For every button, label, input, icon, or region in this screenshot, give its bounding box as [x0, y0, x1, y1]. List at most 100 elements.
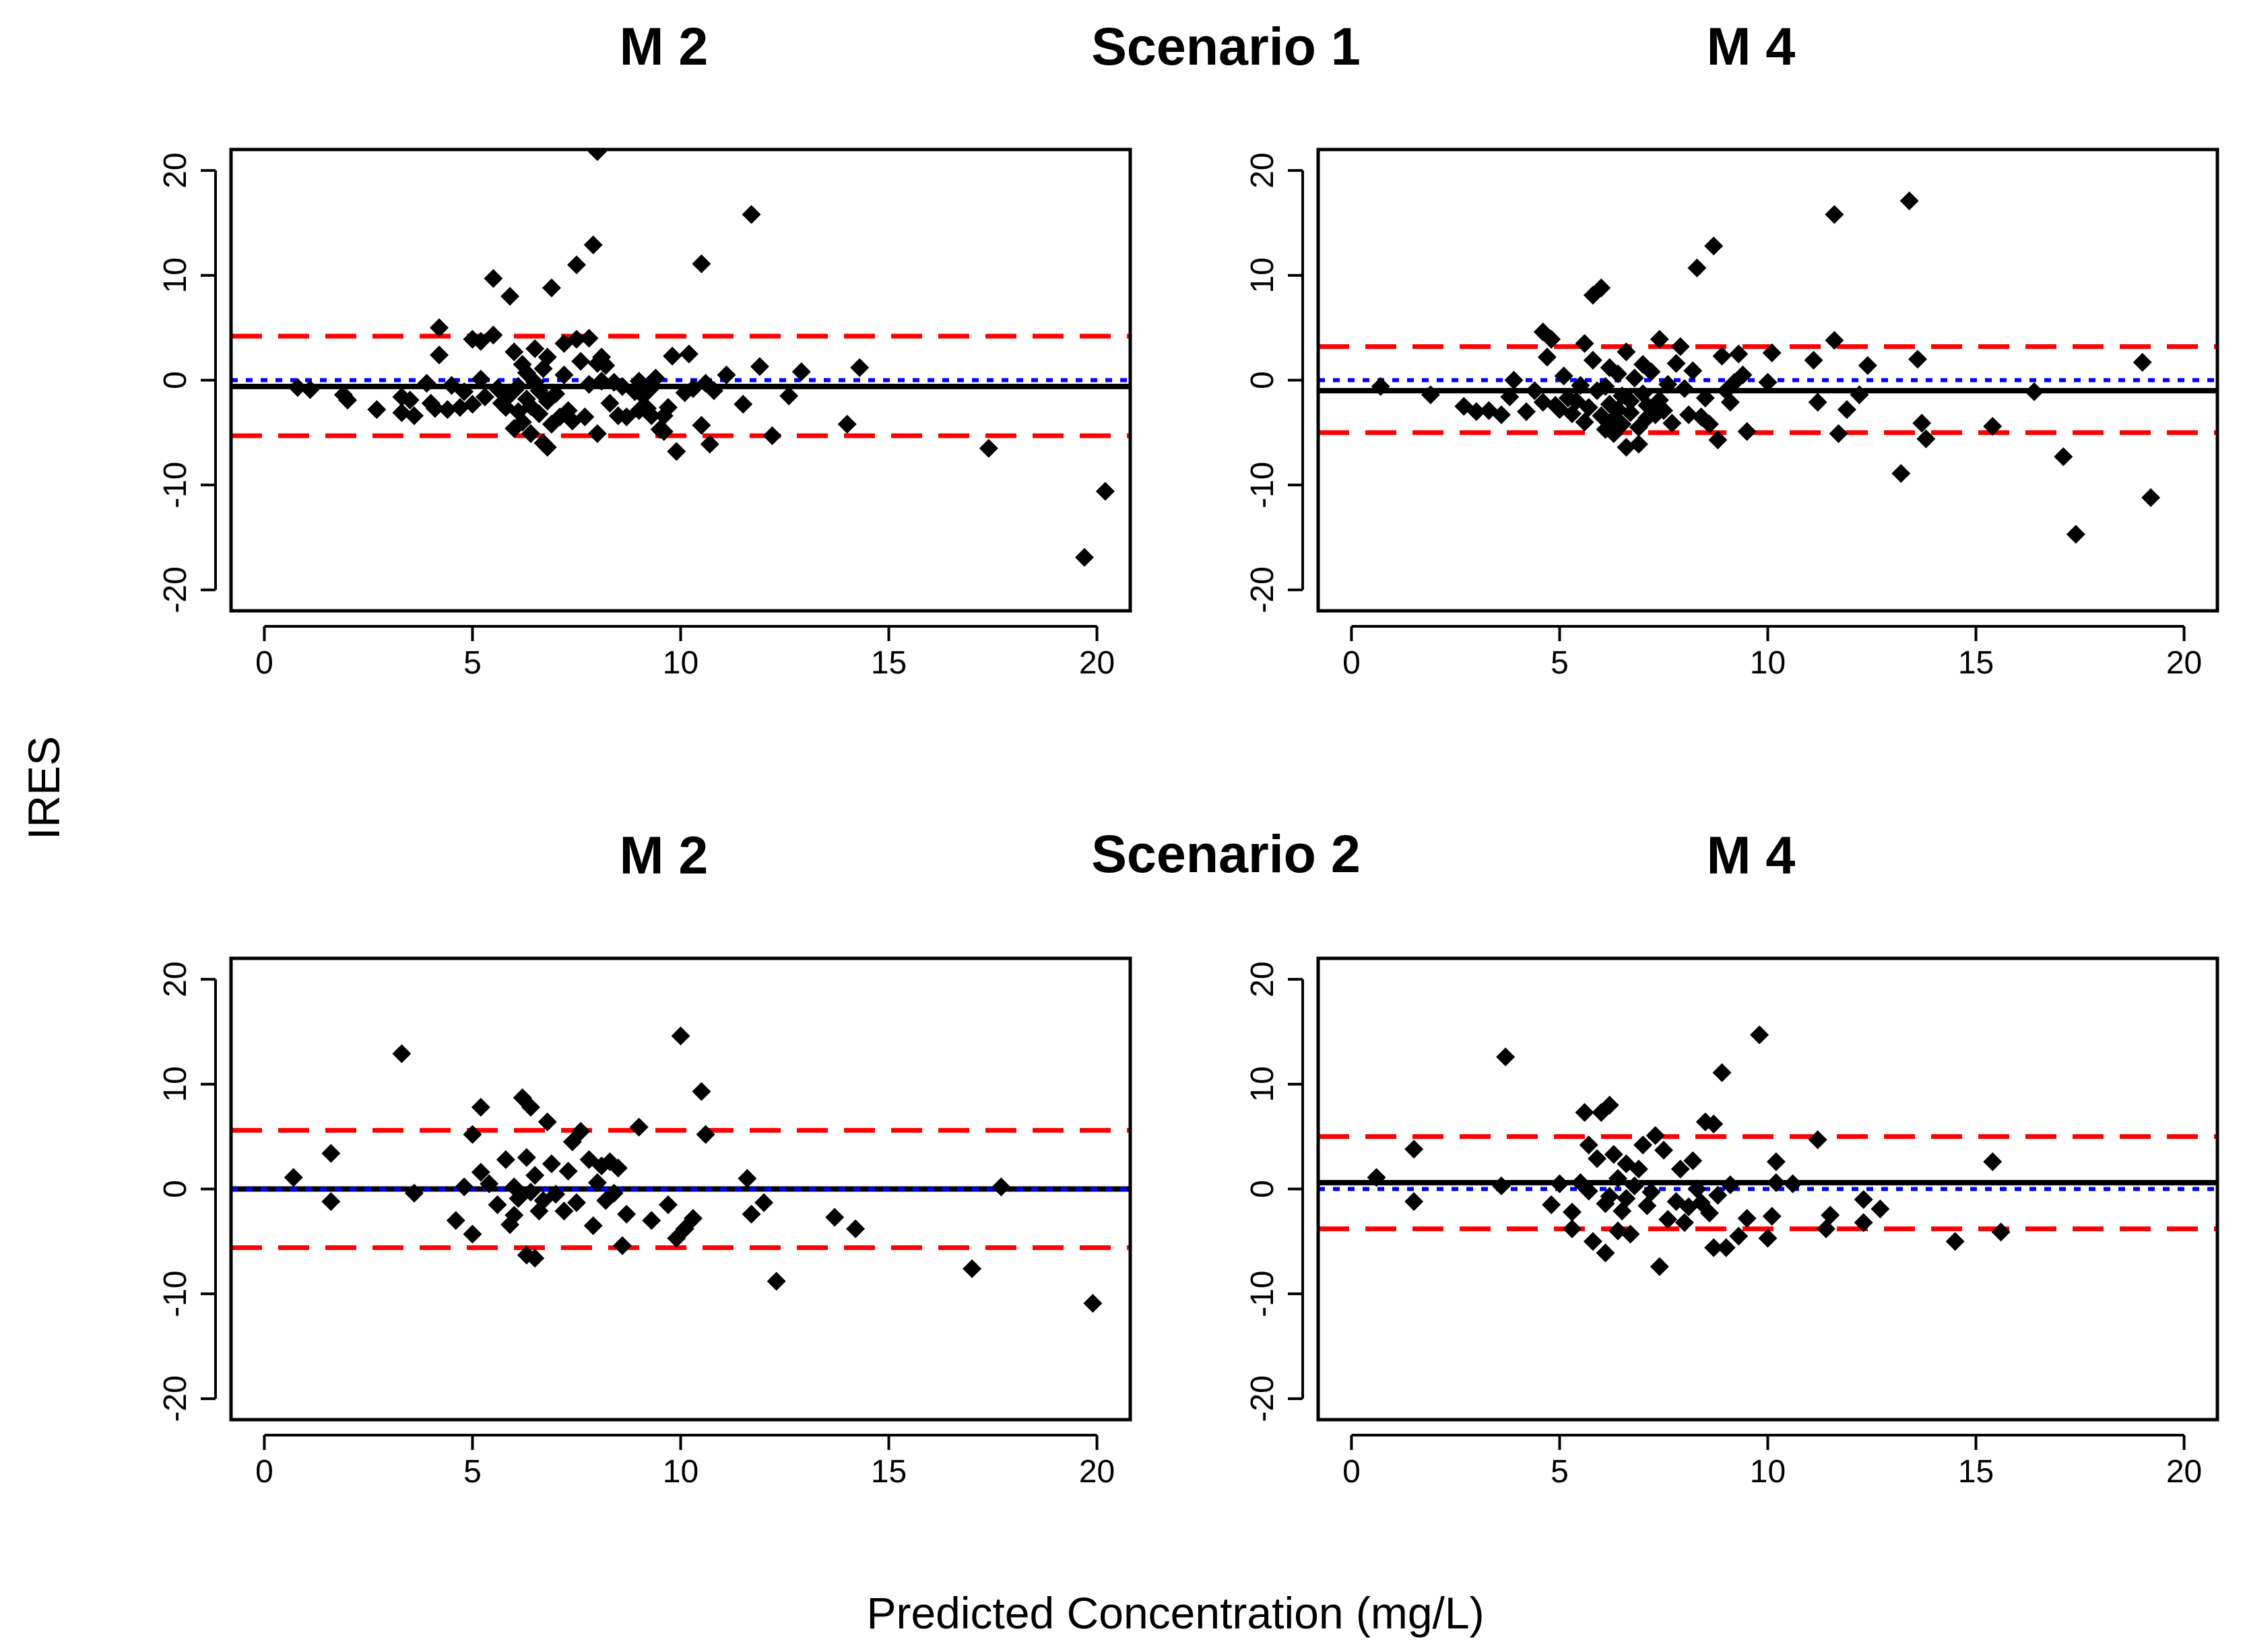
y-axis-label: IRES — [19, 736, 69, 840]
points — [288, 150, 1115, 567]
data-point — [671, 1026, 690, 1046]
y-tick-label: 20 — [1245, 961, 1280, 997]
x-tick-label: 15 — [871, 1454, 907, 1490]
data-point — [529, 404, 549, 424]
x-tick-label: 0 — [255, 645, 273, 681]
data-point — [1658, 1210, 1678, 1229]
data-point — [1608, 1168, 1627, 1188]
data-point — [521, 1098, 540, 1117]
data-point — [2133, 353, 2152, 372]
data-point — [1683, 361, 1703, 381]
data-point — [600, 393, 620, 413]
data-point — [700, 434, 719, 454]
data-point — [692, 416, 711, 435]
data-point — [488, 1195, 507, 1214]
data-point — [546, 1185, 566, 1204]
data-point — [463, 395, 482, 414]
data-point — [1916, 429, 1936, 449]
data-point — [1542, 329, 1561, 349]
data-point — [1517, 402, 1536, 422]
panel-scenario-2-m2: M 2 0 5 10 15 20 -20 -10 0 10 20 — [158, 825, 1132, 1490]
data-point — [1542, 1195, 1561, 1214]
scenario-1-title: Scenario 1 — [1091, 16, 1361, 76]
data-point — [446, 1211, 465, 1230]
data-point — [850, 358, 870, 377]
data-point — [1716, 1238, 1736, 1257]
data-point — [430, 345, 449, 365]
data-point — [1571, 376, 1590, 395]
data-point — [679, 344, 698, 364]
data-point — [438, 400, 457, 420]
data-point — [1679, 405, 1699, 424]
x-tick-label: 15 — [871, 645, 907, 681]
data-point — [404, 1183, 424, 1203]
data-point — [587, 150, 607, 162]
data-point — [583, 1216, 603, 1235]
data-point — [471, 369, 490, 389]
data-point — [1588, 1149, 1607, 1168]
data-point — [1808, 1130, 1827, 1150]
data-point — [596, 356, 616, 375]
data-point — [1575, 412, 1594, 432]
data-point — [1825, 331, 1844, 350]
data-point — [837, 414, 857, 434]
data-point — [1858, 356, 1877, 375]
data-point — [642, 406, 661, 426]
data-point — [1712, 346, 1732, 366]
x-tick-label: 20 — [2166, 1454, 2202, 1490]
data-point — [476, 387, 495, 407]
points — [1367, 1025, 2011, 1276]
data-point — [288, 378, 307, 397]
data-point — [1625, 368, 1644, 388]
data-point — [521, 424, 540, 443]
x-tick-label: 20 — [1079, 1454, 1115, 1490]
data-point — [554, 365, 574, 385]
data-point — [404, 406, 424, 426]
data-point — [321, 1192, 341, 1212]
data-point — [963, 1259, 982, 1278]
x-tick-label: 0 — [1342, 645, 1361, 681]
data-point — [1899, 191, 1919, 211]
data-point — [1075, 548, 1095, 567]
data-point — [505, 342, 524, 362]
y-tick-label: -10 — [158, 1270, 193, 1317]
data-point — [579, 329, 599, 348]
points — [284, 1026, 1103, 1313]
data-point — [1641, 362, 1661, 382]
data-point — [1592, 278, 1611, 298]
data-point — [1870, 1199, 1890, 1219]
data-point — [1804, 350, 1823, 370]
data-point — [321, 1144, 341, 1163]
data-point — [1670, 337, 1690, 356]
data-point — [1583, 1232, 1602, 1251]
data-point — [538, 1112, 557, 1131]
data-point — [608, 1158, 628, 1178]
data-point — [754, 1193, 774, 1212]
x-tick-label: 10 — [1750, 1454, 1786, 1490]
data-point — [2066, 525, 2085, 544]
data-point — [1621, 1224, 1640, 1244]
panel-scenario-2-m4: M 4 0 5 10 15 20 -20 -10 0 10 20 — [1245, 825, 2219, 1490]
data-point — [566, 255, 586, 275]
data-point — [717, 365, 736, 385]
y-tick-label: 10 — [1245, 1066, 1280, 1102]
data-point — [742, 1204, 761, 1224]
data-point — [1704, 236, 1724, 256]
data-point — [779, 386, 799, 405]
data-point — [1500, 387, 1520, 407]
y-tick-label: 20 — [1245, 152, 1280, 188]
data-point — [1658, 374, 1678, 394]
data-point — [1699, 1203, 1719, 1223]
x-tick-label: 5 — [1551, 1454, 1569, 1490]
data-point — [1654, 1140, 1673, 1160]
plot-frame — [229, 956, 1132, 1422]
y-tick-label: -20 — [158, 566, 193, 613]
data-point — [646, 368, 665, 388]
data-point — [1720, 1175, 1740, 1195]
data-point — [1699, 414, 1719, 434]
data-point — [367, 400, 387, 420]
data-point — [1646, 1126, 1665, 1146]
data-point — [1687, 1179, 1707, 1199]
data-point — [1404, 1192, 1424, 1212]
